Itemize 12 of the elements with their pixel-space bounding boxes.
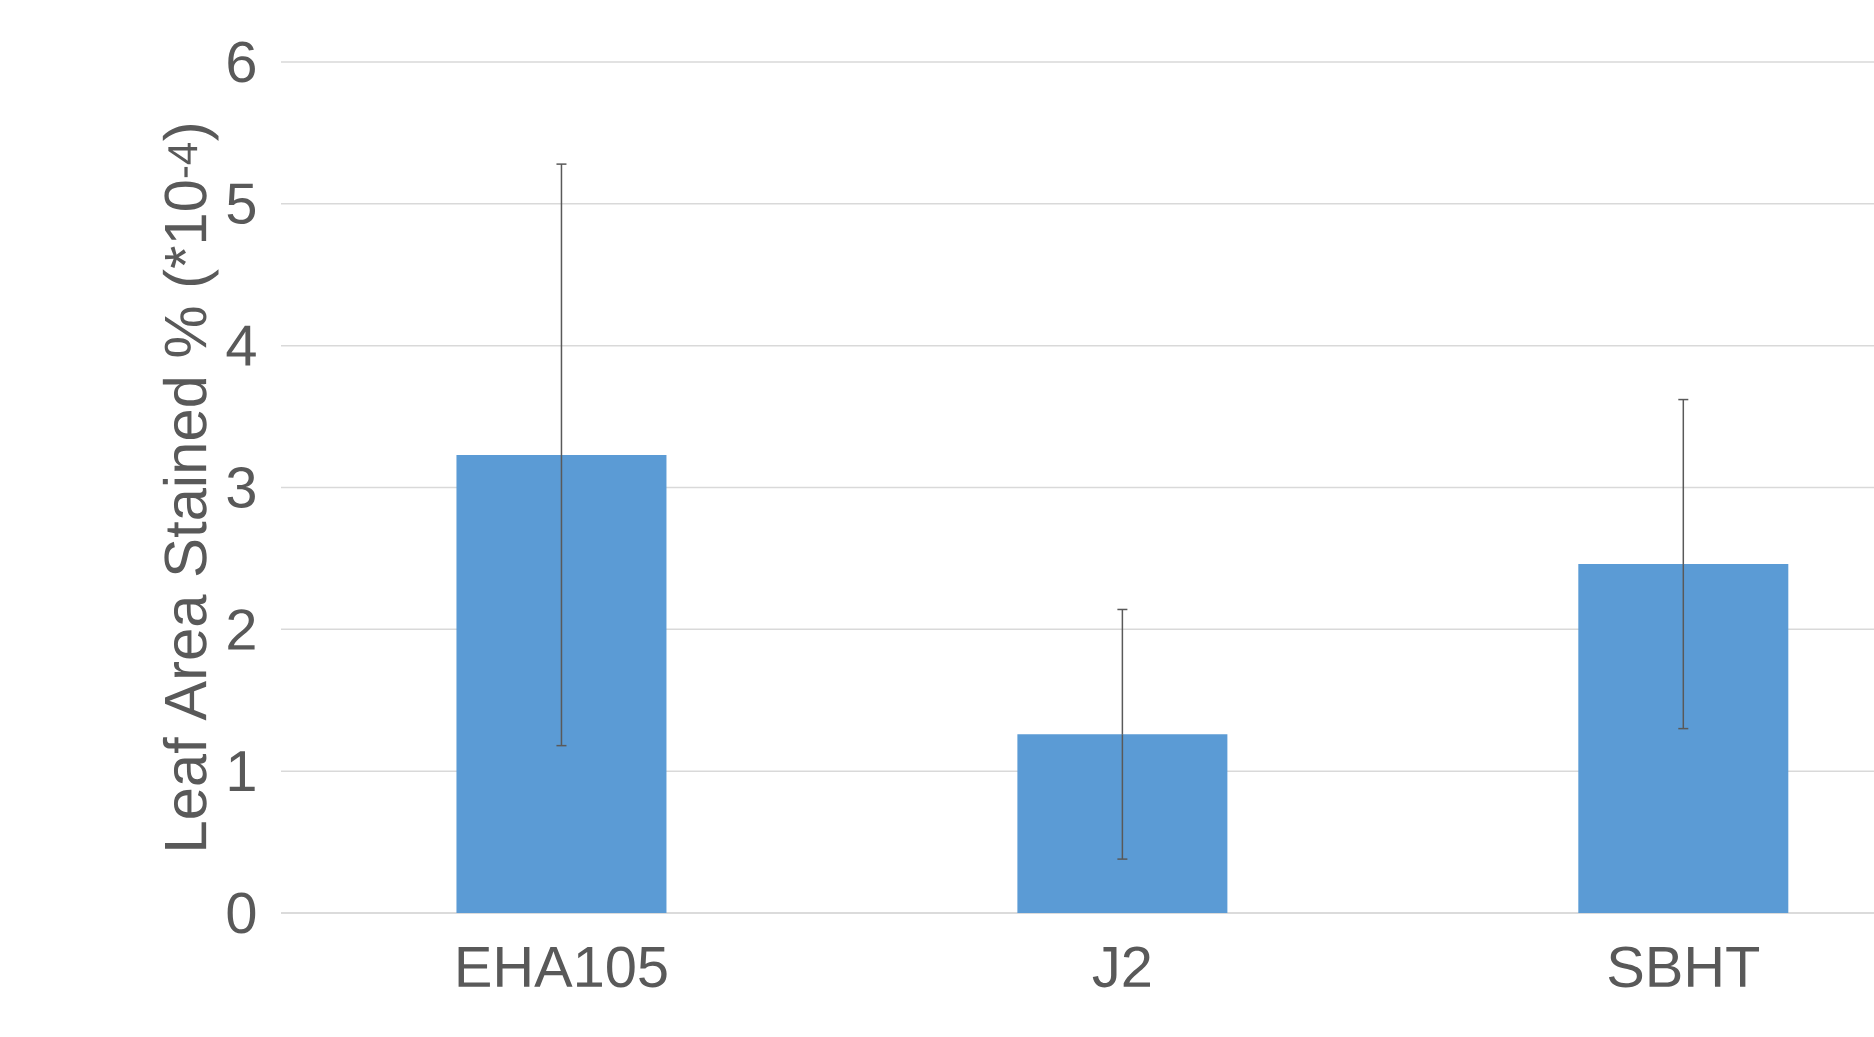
x-tick-label: SBHT [1608,946,1760,988]
y-tick-label: 5 [227,183,256,224]
y-tick-label: 3 [227,467,255,508]
y-tick-label: 2 [228,609,255,650]
y-tick-label: 0 [227,892,256,934]
bar [1578,564,1789,913]
x-tick-label: J2 [1092,946,1150,988]
y-tick-label: 1 [229,751,255,792]
x-tick-label: EHA105 [458,946,667,988]
y-axis-title: Leaf Area Stained % (*10$^{-4}$) [162,125,219,849]
y-tick-label: 6 [228,41,255,83]
y-tick-label: 4 [226,325,256,366]
